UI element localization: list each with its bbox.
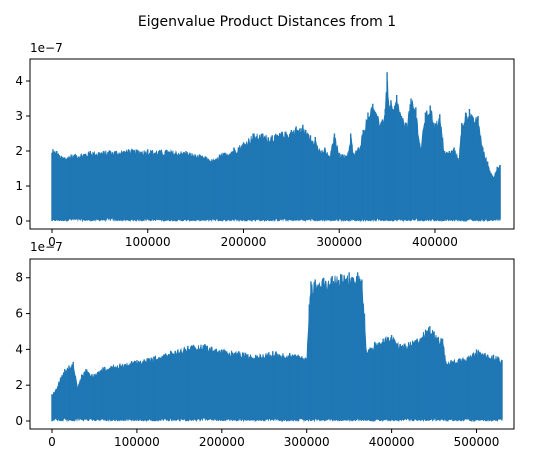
- top-y-tick-label: 4: [15, 74, 23, 88]
- top-x-tick-label: 0: [48, 235, 56, 249]
- top-axes-frame: [29, 58, 515, 230]
- top-x-tick-label: 100000: [125, 235, 171, 249]
- top-x-tick-label: 200000: [221, 235, 267, 249]
- bottom-y-tick-label: 0: [15, 414, 23, 428]
- bottom-x-tick-label: 500000: [454, 435, 500, 449]
- bottom-axes-frame: [29, 258, 515, 430]
- bottom-y-tick-label: 2: [15, 378, 23, 392]
- top-x-tick-label: 300000: [316, 235, 362, 249]
- top-axes: 0 100000 200000 300000 400000 0 1 2 3 4 1e−7: [15, 41, 515, 249]
- bottom-y-tick-label: 4: [15, 342, 23, 356]
- bottom-axes-scale-label: 1e−7: [30, 240, 63, 254]
- bottom-x-tick-label: 400000: [369, 435, 415, 449]
- bottom-x-tick-label: 200000: [199, 435, 245, 449]
- bottom-x-tick-label: 0: [48, 435, 56, 449]
- top-y-tick-label: 0: [15, 214, 23, 228]
- top-axes-scale-label: 1e−7: [30, 41, 63, 55]
- bottom-x-tick-label: 300000: [284, 435, 330, 449]
- top-y-tick-label: 2: [15, 144, 23, 158]
- bottom-x-tick-label: 100000: [114, 435, 160, 449]
- figure-title: Eigenvalue Product Distances from 1: [138, 14, 396, 30]
- bottom-series-0-band: [51, 274, 503, 423]
- bottom-axes: 0 100000 200000 300000 400000 500000 0 2 4 6 8 1e−…: [15, 240, 515, 449]
- top-y-tick-label: 3: [15, 109, 23, 123]
- top-y-tick-label: 1: [15, 179, 23, 193]
- bottom-y-tick-label: 8: [15, 271, 23, 285]
- top-x-tick-label: 400000: [412, 235, 458, 249]
- bottom-y-tick-label: 6: [15, 307, 23, 321]
- top-series-0-band: [51, 80, 501, 223]
